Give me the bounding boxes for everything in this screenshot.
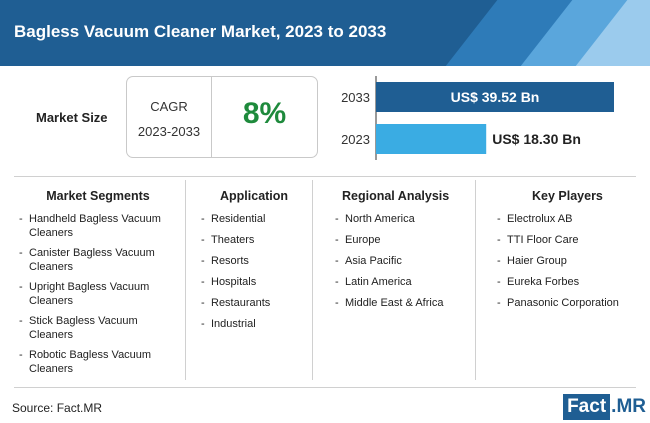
cagr-label: CAGR <box>150 99 188 114</box>
list-item: Europe <box>334 233 470 247</box>
cagr-divider <box>211 77 212 157</box>
regional-analysis-column: Regional Analysis North America Europe A… <box>334 189 470 317</box>
category-label: 2033 <box>341 90 370 105</box>
list-item: Upright Bagless Vacuum Cleaners <box>18 280 178 308</box>
bar-2033 <box>376 82 614 112</box>
column-divider <box>185 180 186 380</box>
key-players-heading: Key Players <box>532 189 603 203</box>
list-item: Hospitals <box>200 275 305 289</box>
logo-suffix: MR <box>616 396 646 417</box>
key-players-column: Key Players Electrolux AB TTI Floor Care… <box>496 189 644 317</box>
list-item: Stick Bagless Vacuum Cleaners <box>18 314 178 342</box>
bar-2023 <box>376 124 487 154</box>
data-label: US$ 18.30 Bn <box>492 131 581 147</box>
list-item: TTI Floor Care <box>496 233 644 247</box>
list-item: Theaters <box>200 233 305 247</box>
market-segments-column: Market Segments Handheld Bagless Vacuum … <box>18 189 178 382</box>
logo-main: Fact <box>563 394 611 420</box>
market-value-bar-chart: 2033 US$ 39.52 Bn 2023 US$ 18.30 Bn <box>341 76 614 160</box>
list-item: Panasonic Corporation <box>496 296 644 310</box>
list-item: North America <box>334 212 470 226</box>
application-column: Application Residential Theaters Resorts… <box>200 189 305 338</box>
market-segments-heading: Market Segments <box>46 189 150 203</box>
column-divider <box>312 180 313 380</box>
list-item: Electrolux AB <box>496 212 644 226</box>
divider-bottom <box>14 387 636 388</box>
list-item: Restaurants <box>200 296 305 310</box>
list-item: Industrial <box>200 317 305 331</box>
list-item: Middle East & Africa <box>334 296 470 310</box>
list-item: Robotic Bagless Vacuum Cleaners <box>18 348 178 376</box>
list-item: Resorts <box>200 254 305 268</box>
cagr-value: 8% <box>242 97 287 130</box>
list-item: Residential <box>200 212 305 226</box>
source-note: Source: Fact.MR <box>12 401 103 415</box>
factmr-logo: Fact . MR <box>563 393 646 421</box>
list-item: Eureka Forbes <box>496 275 644 289</box>
logo-dot: . <box>611 396 617 417</box>
list-item: Latin America <box>334 275 470 289</box>
list-item: Handheld Bagless Vacuum Cleaners <box>18 212 178 240</box>
cagr-period: 2023-2033 <box>137 124 201 139</box>
application-heading: Application <box>220 189 289 203</box>
header-banner: Bagless Vacuum Cleaner Market, 2023 to 2… <box>0 0 650 66</box>
column-divider <box>475 180 476 380</box>
list-item: Asia Pacific <box>334 254 470 268</box>
divider-top <box>14 176 636 177</box>
regional-analysis-heading: Regional Analysis <box>342 189 450 203</box>
page-title: Bagless Vacuum Cleaner Market, 2023 to 2… <box>14 22 387 41</box>
data-label: US$ 39.52 Bn <box>451 89 540 105</box>
list-item: Haier Group <box>496 254 644 268</box>
cagr-box: CAGR 2023-2033 8% <box>126 76 318 158</box>
list-item: Canister Bagless Vacuum Cleaners <box>18 246 178 274</box>
market-size-label: Market Size <box>36 110 108 125</box>
category-label: 2023 <box>341 132 370 147</box>
